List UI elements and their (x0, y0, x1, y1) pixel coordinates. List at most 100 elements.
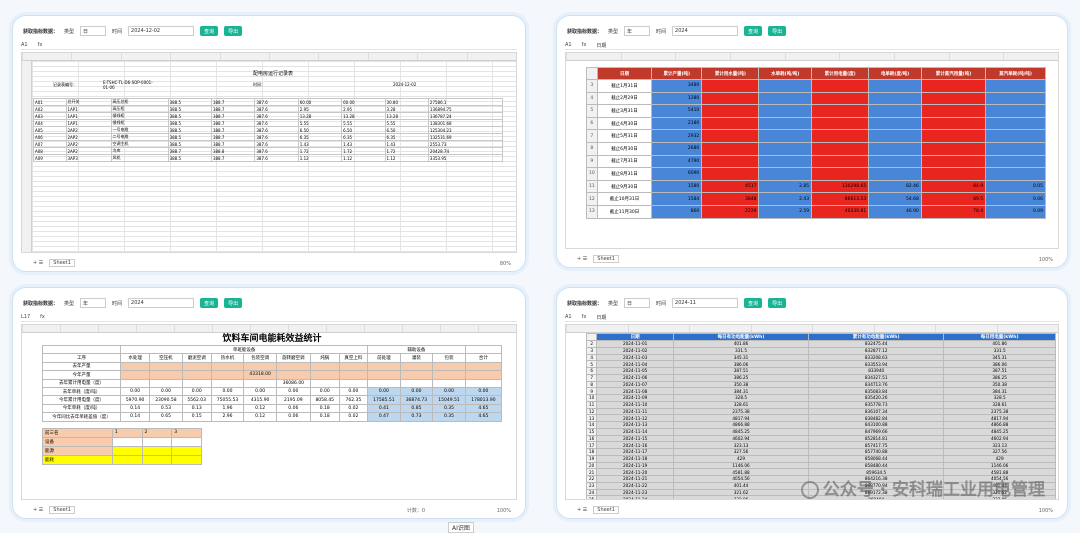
table-cell[interactable]: A08 (33, 147, 67, 155)
table-cell[interactable] (868, 104, 922, 118)
table-cell[interactable]: 2024-11-22 (596, 481, 674, 490)
table-cell[interactable]: 今年单耗（度/吨） (41, 403, 122, 414)
table-cell[interactable]: 4790 (651, 154, 703, 169)
table-cell[interactable]: 风机 (110, 154, 169, 162)
table-cell[interactable]: 388.7 (167, 147, 212, 155)
table-cell[interactable]: 去年产量 (41, 361, 122, 372)
table-cell[interactable]: 5562.03 (181, 395, 212, 405)
table-cell[interactable]: 136894.75 (427, 105, 504, 113)
table-cell[interactable]: 388.5 (167, 105, 212, 113)
table-cell[interactable] (432, 378, 466, 388)
table-cell[interactable]: 138301.68 (427, 119, 504, 127)
table-cell[interactable]: 1.12 (384, 154, 429, 162)
table-cell[interactable]: 388.8 (210, 147, 256, 155)
table-cell[interactable] (210, 378, 245, 388)
table-cell[interactable]: 387.6 (254, 112, 299, 120)
table-cell[interactable]: 43318.00 (243, 370, 277, 380)
type-select[interactable]: 年 (624, 26, 651, 36)
table-cell[interactable]: 13.28 (341, 112, 386, 120)
table-cell[interactable]: 332.06 (943, 495, 1056, 499)
table-cell[interactable] (868, 116, 922, 131)
table-row[interactable]: 10 截止8月31日 6090 (586, 167, 1046, 181)
table-cell[interactable] (432, 370, 466, 380)
table-cell[interactable]: 0.00 (464, 386, 503, 397)
table-row[interactable]: 3 截止1月31日 3480 (586, 79, 1046, 93)
zoom-level[interactable]: 100% (496, 508, 511, 514)
table-cell[interactable] (868, 91, 922, 106)
table-cell[interactable]: 847969.66 (808, 427, 945, 436)
table-cell[interactable] (149, 361, 183, 372)
table-cell[interactable] (367, 370, 401, 380)
efficiency-table[interactable]: 单班能设备 辅助设备 工序 水处理 空压机 磨泥空调 热水机 包装空调 旋转磨空调 炖锅 真空上料… (41, 344, 503, 422)
table-cell[interactable]: 截止5月31日 (596, 129, 653, 143)
table-cell[interactable] (701, 116, 760, 131)
table-row[interactable]: 今年同比去年单耗差值（度） 0.14 0.65 0.15 2.96 0.12 0.06 0.1… (41, 412, 503, 422)
table-cell[interactable]: 345.31 (672, 353, 810, 362)
rank-cell[interactable] (141, 436, 173, 447)
table-cell[interactable]: 0.85 (399, 403, 434, 414)
table-cell[interactable]: 截止7月31日 (596, 154, 653, 169)
table-row[interactable]: 3 2024-11-02 331.5 832877.12 331.5 (585, 346, 1056, 355)
table-cell[interactable]: 馈线柜 (110, 119, 169, 127)
table-cell[interactable]: A05 (33, 126, 67, 134)
table-cell[interactable]: 384.31 (672, 387, 810, 395)
table-cell[interactable]: 387.51 (943, 367, 1056, 375)
table-cell[interactable]: 388.5 (167, 98, 212, 106)
add-sheet-icon[interactable]: + ☰ (577, 256, 588, 262)
table-cell[interactable] (868, 129, 922, 143)
table-cell[interactable]: 832475.44 (808, 340, 945, 348)
table-cell[interactable]: 2024-11-09 (596, 394, 674, 402)
table-cell[interactable]: 3.28 (384, 105, 429, 113)
table-cell[interactable]: 384.31 (943, 387, 1056, 395)
rank-cell[interactable] (141, 454, 173, 465)
table-cell[interactable] (309, 378, 340, 388)
table-cell[interactable]: 4602.94 (672, 434, 810, 443)
table-cell[interactable] (811, 116, 870, 131)
table-cell[interactable]: 332.06 (672, 495, 810, 499)
table-cell[interactable]: 截止2月29日 (596, 91, 653, 106)
table-cell[interactable]: 8058.45 (309, 395, 340, 405)
table-cell[interactable]: 13.28 (297, 112, 343, 120)
table-cell[interactable]: 328.61 (943, 400, 1056, 409)
table-cell[interactable] (868, 79, 922, 93)
table-cell[interactable]: 0.65 (149, 412, 183, 422)
table-cell[interactable]: 132531.69 (427, 133, 504, 141)
table-cell[interactable]: 388.5 (167, 140, 212, 148)
table-cell[interactable]: 4845.25 (672, 427, 810, 436)
table-cell[interactable]: 2024-11-20 (596, 468, 674, 476)
add-sheet-icon[interactable]: + ☰ (33, 260, 44, 266)
table-cell[interactable]: 4817.94 (672, 414, 810, 422)
table-cell[interactable]: 401.44 (943, 481, 1056, 490)
table-cell[interactable]: A02 (33, 105, 67, 113)
rank-cell[interactable] (171, 454, 202, 465)
table-cell[interactable]: 321.62 (943, 488, 1056, 497)
zoom-level[interactable]: 80% (499, 261, 511, 267)
table-cell[interactable]: 2024-11-24 (596, 495, 674, 499)
table-cell[interactable]: 858480.44 (808, 461, 945, 470)
table-cell[interactable] (701, 129, 760, 143)
table-cell[interactable]: 2.85 (758, 179, 813, 194)
table-cell[interactable] (243, 361, 277, 372)
table-cell[interactable]: 0.06 (275, 403, 311, 414)
table-cell[interactable]: 0.14 (120, 403, 151, 414)
table-cell[interactable] (432, 361, 466, 372)
table-cell[interactable]: 2024-11-17 (596, 448, 674, 456)
table-cell[interactable] (985, 104, 1046, 118)
table-row[interactable]: A08 2AP2 冷库 388.7 388.8 387.6 1.72 1.72 1.72 2042… (33, 147, 504, 155)
table-cell[interactable]: 1146.06 (943, 461, 1056, 470)
table-cell[interactable]: 3848 (701, 192, 760, 206)
table-cell[interactable] (181, 370, 212, 380)
table-cell[interactable]: 1AP1 (65, 105, 112, 113)
table-cell[interactable]: 864216.38 (808, 475, 945, 483)
table-row[interactable]: 21 2024-11-20 4581.88 859634.5 4581.88 (585, 468, 1056, 476)
table-row[interactable]: 12 2024-11-11 2375.38 836107.34 2375.38 (585, 407, 1056, 416)
table-cell[interactable]: 5410 (651, 104, 703, 118)
table-cell[interactable]: 5970.90 (120, 395, 151, 405)
table-cell[interactable]: 0.00 (309, 386, 340, 397)
table-row[interactable]: 17 2024-11-16 323.13 857417.75 323.13 (585, 441, 1056, 449)
table-cell[interactable]: 1.43 (384, 140, 429, 148)
spreadsheet[interactable]: 日期 累计产量(吨) 累计用水量(吨) 水单耗(吨/吨) 累计用电量(度) 电单耗(度/吨… (565, 52, 1059, 249)
table-cell[interactable] (399, 378, 434, 388)
table-cell[interactable]: 843100.88 (808, 421, 945, 429)
consumption-table[interactable]: 日期 累计产量(吨) 累计用水量(吨) 水单耗(吨/吨) 累计用电量(度) 电单耗(度/吨… (586, 67, 1046, 219)
